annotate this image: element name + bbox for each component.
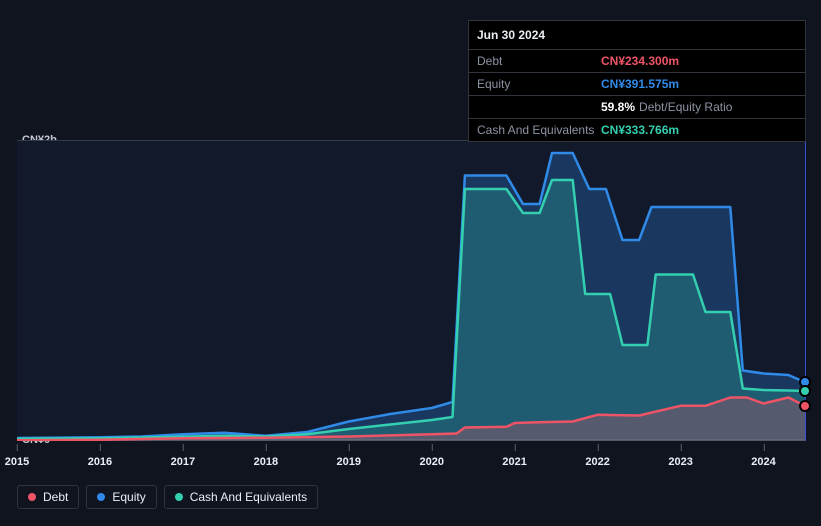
- tooltip-row-value: CN¥391.575m: [601, 77, 679, 91]
- legend-item[interactable]: Equity: [86, 485, 156, 509]
- legend: Debt Equity Cash And Equivalents: [17, 485, 318, 509]
- chart-svg: [17, 141, 805, 441]
- legend-label: Equity: [112, 490, 145, 504]
- x-axis-tick: 2018: [254, 456, 278, 468]
- tooltip-row-label: Cash And Equivalents: [477, 123, 601, 137]
- tooltip-date: Jun 30 2024: [469, 21, 805, 50]
- x-axis-tick: 2020: [419, 456, 443, 468]
- legend-label: Debt: [43, 490, 68, 504]
- plot-area[interactable]: [17, 140, 805, 440]
- legend-dot-icon: [97, 493, 105, 501]
- legend-dot-icon: [28, 493, 36, 501]
- x-axis-tick: 2015: [5, 456, 29, 468]
- x-axis-tick: 2024: [751, 456, 775, 468]
- legend-label: Cash And Equivalents: [190, 490, 307, 504]
- tooltip-row-value: 59.8%: [601, 100, 635, 114]
- tooltip-row-label: Debt: [477, 54, 601, 68]
- x-axis-tick: 2021: [502, 456, 526, 468]
- tooltip-row: Cash And EquivalentsCN¥333.766m: [469, 119, 805, 141]
- tooltip-row: 59.8% Debt/Equity Ratio: [469, 96, 805, 119]
- tooltip-row-extra: Debt/Equity Ratio: [639, 100, 732, 114]
- legend-item[interactable]: Cash And Equivalents: [164, 485, 318, 509]
- x-axis-tick: 2023: [668, 456, 692, 468]
- legend-dot-icon: [175, 493, 183, 501]
- x-axis: 2015201620172018201920202021202220232024: [17, 444, 805, 464]
- x-axis-tick: 2022: [585, 456, 609, 468]
- series-end-marker: [799, 400, 811, 412]
- legend-item[interactable]: Debt: [17, 485, 79, 509]
- x-axis-tick: 2016: [88, 456, 112, 468]
- series-end-marker: [799, 385, 811, 397]
- tooltip-row-value: CN¥333.766m: [601, 123, 679, 137]
- tooltip-card: Jun 30 2024 DebtCN¥234.300mEquityCN¥391.…: [468, 20, 806, 142]
- tooltip-row-value: CN¥234.300m: [601, 54, 679, 68]
- tooltip-row: EquityCN¥391.575m: [469, 73, 805, 96]
- tooltip-row: DebtCN¥234.300m: [469, 50, 805, 73]
- x-axis-tick: 2019: [337, 456, 361, 468]
- x-axis-tick: 2017: [171, 456, 195, 468]
- tooltip-row-label: Equity: [477, 77, 601, 91]
